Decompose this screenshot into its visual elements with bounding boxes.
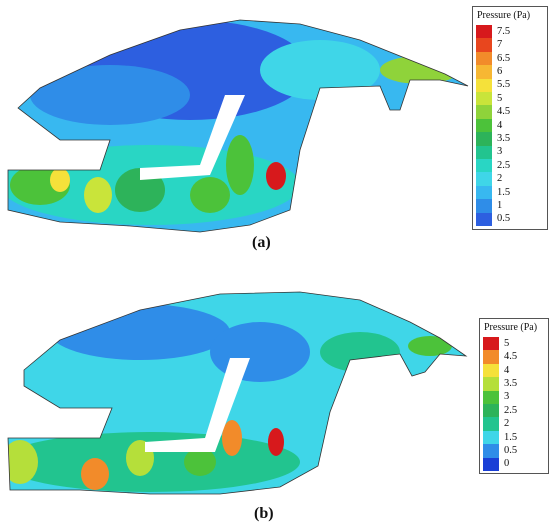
cutout-b <box>145 358 250 452</box>
legend-tick-label: 3.5 <box>497 132 511 144</box>
panel-b: Pressure (Pa) 5 4.5 4 3.5 3 2.5 2 1.5 0.5 0 (b) <box>0 262 550 528</box>
legend-tick-label: 4.5 <box>504 351 518 363</box>
legend-swatch <box>476 78 492 92</box>
legend-tick-label: 0.5 <box>504 444 518 456</box>
legend-tick-label: 2 <box>504 418 510 430</box>
contour-field-a <box>8 20 468 232</box>
legend-tick-label: 4 <box>504 364 510 376</box>
legend-swatch <box>476 185 492 200</box>
contour-plot-a <box>7 19 469 233</box>
legend-swatch <box>483 430 499 445</box>
legend-tick-label: 5.5 <box>497 79 511 91</box>
legend-tick-label: 3 <box>497 146 503 158</box>
legend-swatch <box>476 92 492 106</box>
legend-swatch <box>483 444 499 458</box>
legend-swatch <box>476 25 492 39</box>
panel-a: Pressure (Pa) 7.5 7 6.5 6 5.5 5 4.5 4 3.5 3 2.5 2 1.… <box>0 0 550 262</box>
legend-tick-label: 5 <box>504 337 510 349</box>
legend-swatch <box>476 118 492 133</box>
legend-swatch <box>476 172 492 186</box>
legend-tick-label: 6 <box>497 65 503 77</box>
legend-tick-label: 6.5 <box>497 52 511 64</box>
legend-tick-label: 2 <box>497 173 503 185</box>
legend-swatch <box>483 404 499 418</box>
legend-swatch <box>476 159 492 173</box>
legend-tick-label: 0 <box>504 458 510 470</box>
legend-swatch <box>476 199 492 213</box>
legend-tick-label: 7 <box>497 39 503 51</box>
legend-swatch <box>476 212 492 226</box>
legend-swatch <box>483 350 499 364</box>
legend-b: Pressure (Pa) 5 4.5 4 3.5 3 2.5 2 1.5 0.5 0 <box>479 318 549 474</box>
legend-swatch <box>483 390 499 404</box>
legend-swatch <box>476 51 492 66</box>
legend-swatch <box>483 363 499 378</box>
legend-swatch <box>476 65 492 79</box>
legend-a: Pressure (Pa) 7.5 7 6.5 6 5.5 5 4.5 4 3.5 3 2.5 2 1.… <box>472 6 548 230</box>
legend-tick-label: 0.5 <box>497 213 511 225</box>
caption-b: (b) <box>254 505 274 522</box>
legend-title-b: Pressure (Pa) <box>484 322 538 333</box>
legend-tick-label: 1.5 <box>497 186 511 198</box>
legend-tick-label: 3.5 <box>504 377 518 389</box>
legend-title-a: Pressure (Pa) <box>477 10 531 21</box>
legend-swatch <box>476 132 492 146</box>
legend-tick-label: 5 <box>497 92 503 104</box>
legend-swatch <box>483 377 499 391</box>
cutout-a <box>140 95 245 180</box>
legend-tick-label: 3 <box>504 391 510 403</box>
legend-swatch <box>483 337 499 351</box>
legend-tick-label: 1.5 <box>504 431 518 443</box>
legend-tick-label: 4 <box>497 119 503 131</box>
legend-swatch <box>476 38 492 52</box>
contour-plot-b <box>7 291 468 495</box>
legend-swatch <box>476 145 492 159</box>
caption-a: (a) <box>252 234 271 251</box>
legend-tick-label: 7.5 <box>497 25 511 37</box>
legend-tick-label: 4.5 <box>497 106 511 118</box>
legend-swatch <box>476 105 492 119</box>
legend-tick-label: 2.5 <box>497 159 511 171</box>
legend-tick-label: 1 <box>497 199 503 211</box>
legend-swatch <box>483 457 499 471</box>
legend-swatch <box>483 417 499 431</box>
legend-tick-label: 2.5 <box>504 404 518 416</box>
